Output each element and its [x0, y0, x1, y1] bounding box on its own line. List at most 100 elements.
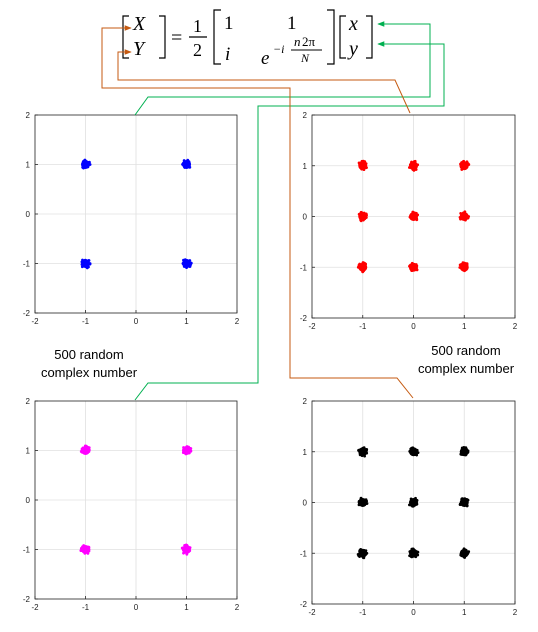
scatter-point	[409, 497, 413, 501]
scatter-cluster	[181, 258, 193, 269]
y-tick-label: 0	[303, 213, 308, 222]
y-tick-label: 2	[303, 397, 308, 406]
y-tick-label: 1	[303, 162, 308, 171]
matrix-m22-exp-n: n	[294, 34, 301, 49]
scatter-point	[80, 260, 84, 264]
y-tick-label: 0	[26, 210, 31, 219]
scatter-cluster	[181, 445, 193, 456]
right-annotation-line2: complex number	[418, 361, 515, 376]
fraction-denominator: 2	[193, 40, 202, 60]
scatter-point	[361, 165, 365, 169]
scatter-point	[408, 554, 411, 558]
y-tick-label: -2	[300, 600, 308, 609]
scatter-point	[466, 552, 469, 556]
scatter-point	[181, 451, 185, 455]
scatter-point	[460, 453, 464, 456]
matrix-m21: i	[225, 44, 230, 65]
scatter-point	[87, 446, 91, 450]
scatter-point	[80, 265, 84, 269]
scatter-point	[80, 263, 84, 266]
scatter-point	[411, 268, 415, 272]
matrix-m22-exp-sign: −i	[273, 42, 284, 56]
scatter-point	[461, 551, 465, 555]
scatter-point	[83, 158, 87, 162]
scatter-point	[357, 161, 361, 165]
scatter-point	[413, 499, 417, 503]
scatter-point	[410, 161, 413, 165]
scatter-point	[414, 263, 418, 266]
scatter-point	[186, 261, 190, 264]
matrix-m11: 1	[224, 13, 234, 34]
scatter-point	[82, 544, 86, 547]
scatter-point	[415, 499, 419, 502]
scatter-point	[412, 502, 415, 505]
fraction-numerator: 1	[193, 16, 202, 36]
scatter-point	[365, 502, 369, 505]
y-tick-label: -2	[23, 595, 31, 604]
scatter-point	[187, 451, 191, 455]
y-tick-label: -1	[23, 260, 31, 269]
green-connector-lower	[134, 41, 445, 401]
equation-text: X Y = 1 2 1 1 i e −i n 2π N x y	[132, 13, 358, 69]
scatter-point	[409, 451, 413, 454]
x-tick-label: -1	[82, 317, 90, 326]
scatter-point	[79, 450, 83, 453]
scatter-point	[362, 269, 366, 273]
scatter-point	[184, 452, 188, 455]
scatter-point	[181, 548, 185, 552]
scatter-point	[363, 498, 367, 502]
scatter-point	[409, 215, 413, 219]
matrix-m22-base: e	[261, 48, 269, 69]
scatter-point	[361, 556, 365, 560]
scatter-point	[83, 259, 87, 263]
scatter-point	[187, 161, 191, 165]
scatter-point	[361, 266, 365, 270]
scatter-point	[410, 547, 414, 551]
scatter-point	[461, 261, 465, 265]
charts: -2 -1 0 1 2 -2 -1 0 1 2 -2 -1 0 1 2 -2 -1 0 1 2 -2 -1 0 1 2 -2 -1 0…	[23, 111, 518, 617]
scatter-point	[182, 258, 185, 262]
scatter-point	[364, 262, 368, 266]
scatter-cluster	[80, 258, 92, 270]
y-tick-label: -1	[300, 263, 308, 272]
connectors	[101, 21, 445, 401]
scatter-point	[360, 450, 364, 454]
scatter-point	[408, 550, 412, 554]
scatter-point	[88, 262, 92, 266]
scatter-cluster	[181, 158, 192, 169]
scatter-point	[463, 269, 466, 273]
y-tick-label: 2	[26, 397, 31, 406]
scatter-point	[459, 553, 463, 557]
scatter-point	[83, 551, 87, 555]
rhs-bottom: y	[347, 38, 358, 60]
scatter-point	[84, 444, 88, 448]
scatter-point	[189, 261, 193, 265]
y-tick-label: 1	[303, 448, 308, 457]
rhs-left-bracket	[339, 15, 346, 59]
scatter-cluster	[356, 548, 369, 560]
y-tick-label: -1	[300, 549, 308, 558]
matrix-right-bracket	[327, 9, 335, 65]
scatter-cluster	[357, 159, 368, 172]
scatter-cluster	[459, 547, 471, 559]
scatter-point	[413, 215, 416, 219]
lhs-bottom: Y	[133, 38, 146, 60]
scatter-point	[409, 267, 413, 271]
x-tick-label: 1	[184, 603, 189, 612]
scatter-point	[463, 548, 467, 552]
scatter-point	[182, 551, 185, 555]
scatter-point	[362, 168, 366, 172]
scatter-cluster	[408, 446, 420, 457]
scatter-point	[459, 217, 462, 221]
x-tick-label: 0	[134, 317, 139, 326]
scatter-point	[410, 165, 414, 168]
scatter-point	[416, 553, 420, 557]
scatter-point	[458, 503, 462, 506]
scatter-point	[363, 452, 366, 456]
x-tick-label: 2	[513, 322, 518, 331]
scatter-point	[358, 555, 361, 558]
lhs-top: X	[132, 13, 146, 35]
orange-connector-lower	[101, 25, 414, 399]
scatter-point	[189, 447, 193, 450]
scatter-point	[460, 212, 464, 216]
